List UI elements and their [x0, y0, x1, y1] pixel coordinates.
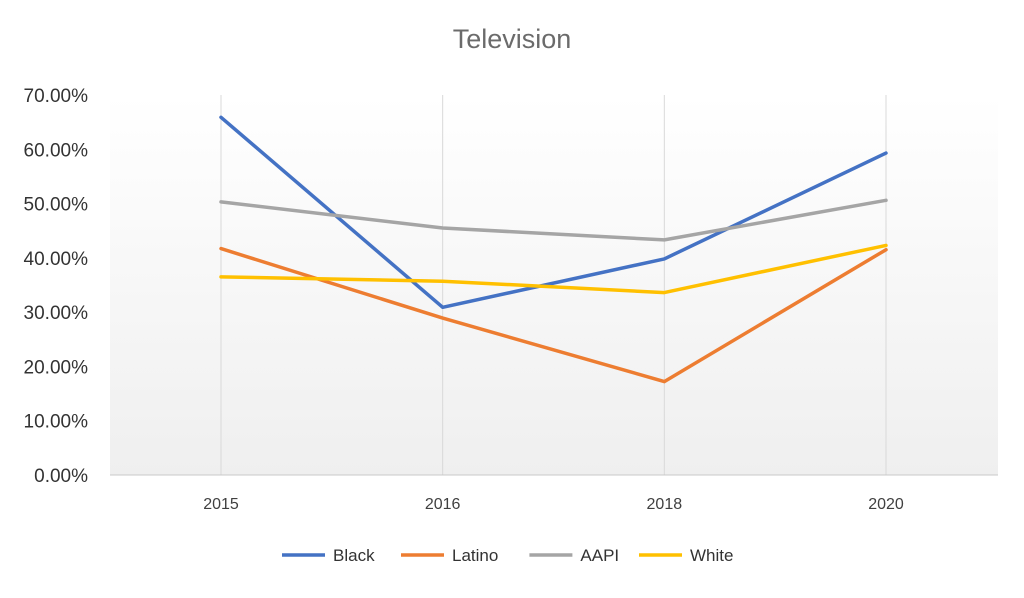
- plot-area: [110, 95, 998, 475]
- legend-label-black: Black: [333, 546, 375, 565]
- legend-label-latino: Latino: [452, 546, 498, 565]
- y-tick-label: 50.00%: [24, 195, 89, 216]
- legend-label-aapi: AAPI: [580, 546, 619, 565]
- y-tick-label: 10.00%: [24, 412, 89, 433]
- y-axis: 0.00% 10.00% 20.00% 30.00% 40.00% 50.00% 60.00…: [24, 86, 89, 487]
- y-tick-label: 0.00%: [34, 466, 88, 487]
- legend-label-white: White: [690, 546, 733, 565]
- x-axis: 2015 2016 2018 2020: [203, 496, 904, 513]
- series-line-black: [219, 115, 888, 310]
- series-lines: [219, 115, 888, 384]
- series-line-white: [219, 243, 888, 295]
- x-tick-label: 2015: [203, 496, 239, 513]
- legend: Black Latino AAPI White: [282, 546, 733, 565]
- x-tick-label: 2016: [425, 496, 461, 513]
- x-tick-label: 2020: [868, 496, 904, 513]
- chart-title: Television: [453, 24, 572, 54]
- gridlines: [220, 95, 887, 475]
- y-tick-label: 70.00%: [24, 86, 89, 107]
- y-tick-label: 30.00%: [24, 303, 89, 324]
- series-line-aapi: [219, 198, 888, 242]
- y-tick-label: 40.00%: [24, 249, 89, 270]
- x-tick-label: 2018: [647, 496, 683, 513]
- y-tick-label: 60.00%: [24, 140, 89, 161]
- series-line-latino: [219, 246, 888, 384]
- y-tick-label: 20.00%: [24, 357, 89, 378]
